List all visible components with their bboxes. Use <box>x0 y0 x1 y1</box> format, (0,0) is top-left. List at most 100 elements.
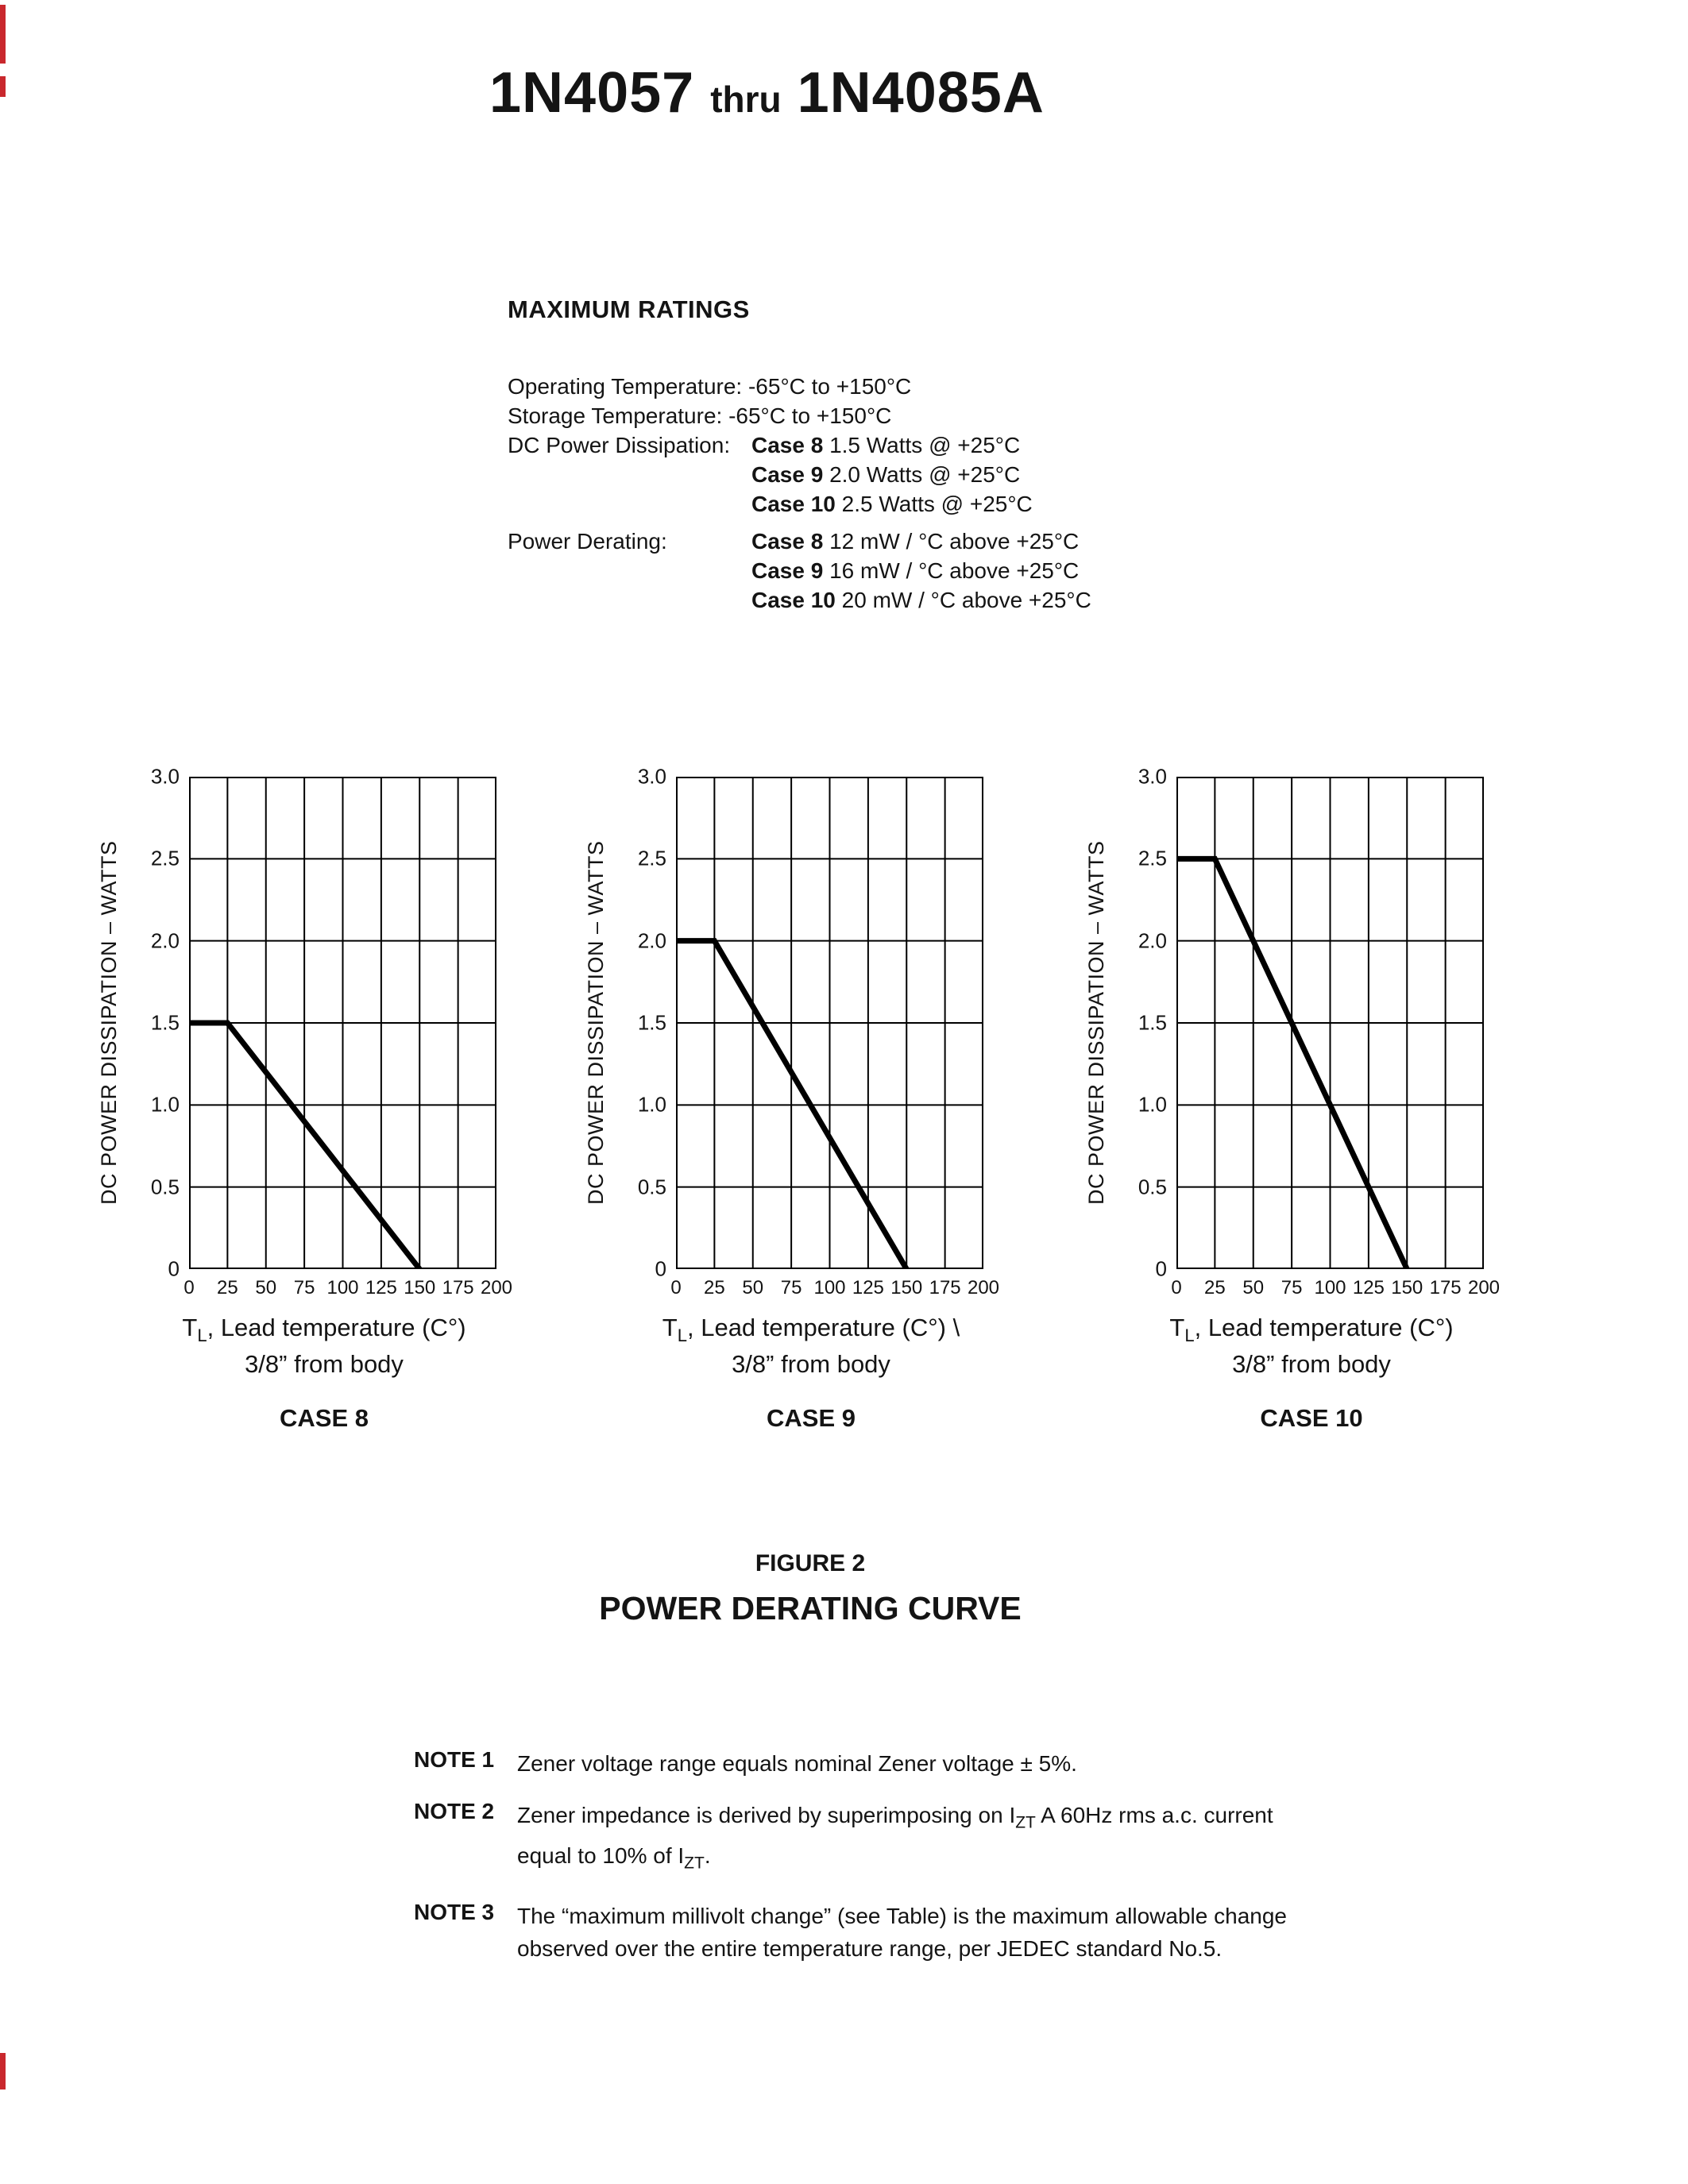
y-axis-title-text: DC POWER DISSIPATION – WATTS <box>97 840 121 1206</box>
y-axis-tick-labels: 3.0 2.5 2.0 1.5 1.0 0.5 0 <box>121 765 189 1281</box>
y-axis-tick-labels: 3.0 2.5 2.0 1.5 1.0 0.5 0 <box>608 765 676 1281</box>
case-8-label: CASE 8 <box>280 1404 369 1432</box>
x-axis-tick-labels: 0 25 50 75 100 125 150 175 200 <box>670 1277 999 1299</box>
note-3: NOTE 3 The “maximum millivolt change” (s… <box>414 1900 1407 1965</box>
y-tick-label: 0.5 <box>150 1175 180 1199</box>
x-axis-title-sub: L <box>677 1325 687 1346</box>
case-value: 2.0 Watts @ +25°C <box>823 462 1021 487</box>
y-tick-label: 2.5 <box>1138 846 1167 870</box>
x-tick-label: 125 <box>852 1277 884 1298</box>
case-name: Case 10 <box>751 588 836 612</box>
x-axis-title-pre: T <box>182 1314 198 1341</box>
x-tick-label: 200 <box>480 1277 513 1298</box>
x-axis-title: TL, Lead temperature (C°) <box>129 1314 519 1346</box>
x-tick-label: 0 <box>1171 1277 1182 1298</box>
y-tick-label: 2.0 <box>637 928 666 953</box>
x-axis-title-sub: L <box>197 1325 207 1346</box>
x-tick-label: 200 <box>967 1277 1000 1298</box>
note-2-line2-pre: equal to 10% of I <box>517 1843 685 1868</box>
maximum-ratings-section: Operating Temperature: -65°C to +150°C S… <box>508 372 1286 615</box>
storage-temperature: Storage Temperature: -65°C to +150°C <box>508 403 892 428</box>
case-value: 1.5 Watts @ +25°C <box>823 433 1021 457</box>
dissipation-label: DC Power Dissipation: <box>508 433 731 457</box>
x-axis-title: TL, Lead temperature (C°) \ <box>616 1314 1006 1346</box>
y-tick-label: 1.0 <box>1138 1092 1167 1117</box>
operating-temperature: Operating Temperature: -65°C to +150°C <box>508 374 912 399</box>
x-tick-label: 150 <box>890 1277 923 1298</box>
scan-artifact <box>0 2053 6 2089</box>
case-value: 20 mW / °C above +25°C <box>835 588 1091 612</box>
izt-subscript: ZT <box>684 1854 705 1873</box>
y-tick-label: 0 <box>1155 1256 1167 1281</box>
x-tick-label: 25 <box>1204 1277 1226 1298</box>
x-axis-title: TL, Lead temperature (C°) <box>1117 1314 1506 1346</box>
x-axis-title-post: , Lead temperature (C°) <box>207 1314 466 1341</box>
y-tick-label: 2.5 <box>637 846 666 870</box>
y-tick-label: 3.0 <box>637 764 666 789</box>
title-part-number-end: 1N4085A <box>797 61 1045 125</box>
y-axis-tick-labels: 3.0 2.5 2.0 1.5 1.0 0.5 0 <box>1108 765 1176 1281</box>
note-2-label: NOTE 2 <box>414 1799 495 1823</box>
x-axis-subtitle: 3/8” from body <box>1232 1350 1391 1378</box>
page-title: 1N4057 thru 1N4085A <box>489 60 1045 125</box>
case-name: Case 8 <box>751 433 824 457</box>
y-tick-label: 1.0 <box>637 1092 666 1117</box>
y-axis-title: DC POWER DISSIPATION – WATTS <box>1084 777 1109 1269</box>
y-tick-label: 0.5 <box>637 1175 666 1199</box>
x-tick-label: 150 <box>1391 1277 1423 1298</box>
note-3-line1: The “maximum millivolt change” (see Tabl… <box>517 1904 1287 1929</box>
y-tick-label: 2.5 <box>150 846 180 870</box>
case-value: 16 mW / °C above +25°C <box>823 558 1080 583</box>
derating-values: Case 8 12 mW / °C above +25°C Case 9 16 … <box>751 527 1091 615</box>
notes-section: NOTE 1 Zener voltage range equals nomina… <box>414 1747 1407 1984</box>
case-9-label: CASE 9 <box>767 1404 856 1432</box>
x-tick-label: 100 <box>1314 1277 1346 1298</box>
y-tick-label: 1.5 <box>1138 1010 1167 1035</box>
izt-subscript: ZT <box>1015 1813 1036 1832</box>
note-1-text: Zener voltage range equals nominal Zener… <box>517 1747 1077 1780</box>
case-value: 12 mW / °C above +25°C <box>823 529 1080 554</box>
derating-case-9: Case 9 16 mW / °C above +25°C <box>751 556 1091 585</box>
dissipation-case-9: Case 9 2.0 Watts @ +25°C <box>751 460 1033 489</box>
x-axis-title-pre: T <box>1169 1314 1185 1341</box>
x-axis-title-pre: T <box>662 1314 678 1341</box>
dc-power-dissipation-row: DC Power Dissipation: Case 8 1.5 Watts @… <box>508 430 1286 519</box>
y-tick-label: 2.0 <box>1138 928 1167 953</box>
derating-chart-case-9: DC POWER DISSIPATION – WATTS 3.0 2.5 2.0 1.… <box>573 765 1018 1460</box>
title-thru: thru <box>710 79 782 120</box>
x-tick-label: 75 <box>780 1277 802 1298</box>
y-axis-title: DC POWER DISSIPATION – WATTS <box>97 777 122 1269</box>
x-tick-label: 200 <box>1467 1277 1501 1298</box>
y-axis-title-text: DC POWER DISSIPATION – WATTS <box>584 840 608 1206</box>
x-tick-label: 175 <box>442 1277 474 1298</box>
y-tick-label: 0 <box>168 1256 180 1281</box>
x-tick-label: 75 <box>1280 1277 1303 1298</box>
x-tick-label: 125 <box>1352 1277 1385 1298</box>
y-tick-label: 1.5 <box>150 1010 180 1035</box>
x-tick-label: 25 <box>217 1277 238 1298</box>
note-1-body: Zener voltage range equals nominal Zener… <box>517 1751 1077 1776</box>
dissipation-case-8: Case 8 1.5 Watts @ +25°C <box>751 430 1033 460</box>
note-3-line2: observed over the entire temperature ran… <box>517 1936 1223 1962</box>
y-tick-label: 1.0 <box>150 1092 180 1117</box>
y-tick-label: 0 <box>655 1256 666 1281</box>
note-2-line1-pre: Zener impedance is derived by superimpos… <box>517 1803 1016 1827</box>
chart-plot-area <box>1176 777 1484 1271</box>
derating-chart-case-8: DC POWER DISSIPATION – WATTS 3.0 2.5 2.0 1.… <box>86 765 531 1460</box>
case-name: Case 9 <box>751 558 824 583</box>
figure-number: FIGURE 2 <box>755 1550 866 1576</box>
x-axis-subtitle: 3/8” from body <box>245 1350 404 1378</box>
x-tick-label: 75 <box>293 1277 315 1298</box>
x-axis-subtitle: 3/8” from body <box>732 1350 890 1378</box>
note-3-text: The “maximum millivolt change” (see Tabl… <box>517 1900 1287 1965</box>
y-tick-label: 0.5 <box>1138 1175 1167 1199</box>
derating-chart-case-10: DC POWER DISSIPATION – WATTS 3.0 2.5 2.0 1.… <box>1073 765 1518 1460</box>
y-tick-label: 1.5 <box>637 1010 666 1035</box>
x-tick-label: 100 <box>813 1277 846 1298</box>
derating-label: Power Derating: <box>508 529 667 554</box>
case-name: Case 8 <box>751 529 824 554</box>
x-tick-label: 50 <box>255 1277 277 1298</box>
x-tick-label: 150 <box>404 1277 436 1298</box>
case-value: 2.5 Watts @ +25°C <box>835 492 1033 516</box>
